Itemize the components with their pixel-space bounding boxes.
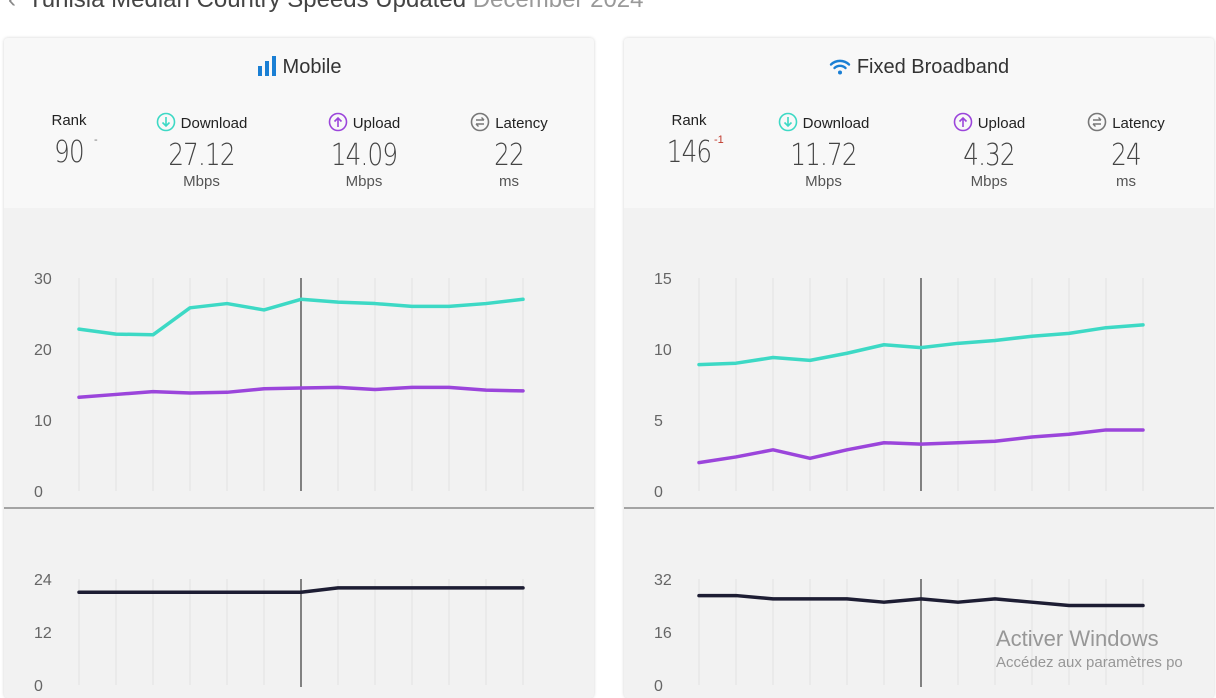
- upload-icon: [328, 112, 348, 132]
- rank-change: -: [94, 134, 98, 146]
- y-tick-label: 0: [34, 678, 43, 695]
- fixed-title-text: Fixed Broadband: [856, 56, 1010, 78]
- download-unit: Mbps: [805, 173, 842, 190]
- mobile-rank-stat: Rank 90: [34, 112, 104, 170]
- download-unit: Mbps: [183, 173, 220, 190]
- latency-label: Latency: [1076, 112, 1176, 132]
- download-icon: [778, 112, 797, 132]
- mobile-title-text: Mobile: [282, 56, 342, 78]
- mobile-panel: Mobile Rank 90 - Download 27.12 Mbps Upl…: [4, 38, 594, 698]
- y-tick-label: 0: [654, 484, 663, 501]
- y-tick-label: 10: [654, 342, 672, 359]
- y-tick-label: 20: [34, 342, 52, 359]
- upload-icon: [953, 112, 973, 132]
- upload-unit: Mbps: [970, 173, 1008, 190]
- y-tick-label: 12: [34, 625, 52, 642]
- mobile-chart[interactable]: 01020300122412 / 202312 / 2024: [4, 208, 594, 698]
- y-tick-label: 0: [654, 678, 663, 695]
- fixed-broadband-chart[interactable]: 0510150163212 / 202312 / 2024: [624, 208, 1214, 698]
- latency-unit: ms: [1116, 173, 1136, 190]
- rank-value: 90: [54, 135, 84, 170]
- upload-value: 14.09: [330, 138, 398, 173]
- fixed-upload-stat[interactable]: Upload 4.32 Mbps: [934, 112, 1044, 190]
- y-tick-label: 15: [654, 271, 672, 288]
- download-value: 11.72: [790, 138, 857, 173]
- y-tick-label: 32: [654, 572, 672, 589]
- latency-icon: [1087, 112, 1107, 132]
- y-tick-label: 16: [654, 625, 672, 642]
- signal-bars-icon: [257, 56, 276, 76]
- fixed-rank-stat: Rank 146: [654, 112, 724, 170]
- download-series-line: [697, 323, 1145, 367]
- rank-label: Rank: [51, 112, 87, 129]
- y-tick-label: 30: [34, 271, 52, 288]
- download-label: Download: [766, 112, 881, 132]
- page-title-date: December 2024: [473, 0, 644, 13]
- y-tick-label: 10: [34, 413, 52, 430]
- upload-label: Upload: [309, 112, 419, 132]
- windows-activation-watermark: Activer Windows Accédez aux paramètres p…: [996, 626, 1183, 671]
- watermark-line1: Activer Windows: [996, 626, 1159, 651]
- upload-series-line: [77, 385, 525, 400]
- wifi-icon: [829, 59, 851, 75]
- fixed-download-stat[interactable]: Download 11.72 Mbps: [766, 112, 881, 190]
- rank-label: Rank: [671, 112, 707, 129]
- watermark-line2: Accédez aux paramètres po: [996, 654, 1183, 671]
- latency-series-line: [697, 593, 1145, 608]
- y-tick-label: 24: [34, 572, 52, 589]
- upload-value: 4.32: [963, 138, 1015, 173]
- fixed-latency-stat[interactable]: Latency 24 ms: [1076, 112, 1176, 190]
- latency-value: 24: [1111, 138, 1141, 173]
- upload-series-line: [697, 428, 1145, 465]
- y-tick-label: 0: [34, 484, 43, 501]
- mobile-panel-title: Mobile: [4, 56, 594, 79]
- download-icon: [156, 112, 175, 132]
- y-tick-label: 5: [654, 413, 663, 430]
- download-value: 27.12: [168, 138, 235, 173]
- rank-change: -1: [714, 134, 724, 146]
- page-title-text: Tunisia Median Country Speeds Updated: [28, 0, 466, 13]
- fixed-panel-header: Fixed Broadband Rank 146 -1 Download 11.…: [624, 38, 1214, 208]
- latency-unit: ms: [499, 173, 519, 190]
- fixed-panel-title: Fixed Broadband: [624, 56, 1214, 79]
- download-series-line: [77, 297, 525, 337]
- latency-icon: [470, 112, 490, 132]
- latency-series-line: [77, 586, 525, 594]
- download-label: Download: [144, 112, 259, 132]
- latency-label: Latency: [459, 112, 559, 132]
- latency-value: 22: [494, 138, 524, 173]
- rank-value: 146: [666, 135, 712, 170]
- chevron-left-icon[interactable]: ‹: [8, 0, 16, 13]
- mobile-latency-stat[interactable]: Latency 22 ms: [459, 112, 559, 190]
- mobile-download-stat[interactable]: Download 27.12 Mbps: [144, 112, 259, 190]
- fixed-broadband-panel: Fixed Broadband Rank 146 -1 Download 11.…: [624, 38, 1214, 698]
- mobile-upload-stat[interactable]: Upload 14.09 Mbps: [309, 112, 419, 190]
- upload-unit: Mbps: [345, 173, 383, 190]
- mobile-panel-header: Mobile Rank 90 - Download 27.12 Mbps Upl…: [4, 38, 594, 208]
- page-title: ‹ Tunisia Median Country Speeds Updated D…: [8, 0, 643, 14]
- upload-label: Upload: [934, 112, 1044, 132]
